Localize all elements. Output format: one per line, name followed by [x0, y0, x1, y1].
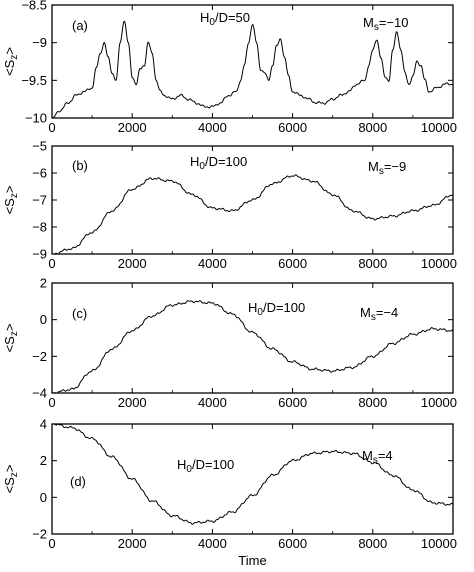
x-tick-label: 2000	[118, 395, 147, 410]
field-ratio-annotation: H0/D=100	[177, 457, 234, 475]
x-axis-label: Time	[238, 553, 266, 568]
y-tick-label: −7	[32, 193, 47, 208]
x-tick-label: 6000	[278, 536, 307, 551]
x-tick-label: 2000	[118, 120, 147, 135]
field-ratio-annotation: H0/D=100	[248, 300, 305, 318]
x-tick-label: 8000	[358, 395, 387, 410]
magnetization-annotation: Ms=−9	[368, 159, 406, 177]
panel-label: (a)	[72, 18, 88, 33]
x-tick-label: 8000	[358, 536, 387, 551]
x-tick-label: 8000	[358, 120, 387, 135]
x-tick-label: 10000	[421, 256, 457, 271]
x-tick-label: 6000	[278, 120, 307, 135]
y-tick-label: −4	[32, 386, 47, 401]
y-tick-label: −6	[32, 166, 47, 181]
y-axis-label: <Sz>	[2, 465, 20, 494]
x-tick-label: 4000	[198, 395, 227, 410]
x-tick-label: 2000	[118, 256, 147, 271]
y-axis-label: <Sz>	[2, 47, 20, 76]
x-tick-label: 4000	[198, 120, 227, 135]
x-tick-label: 6000	[278, 395, 307, 410]
data-series-line	[51, 300, 454, 394]
data-series-line	[51, 423, 454, 525]
x-tick-label: 2000	[118, 536, 147, 551]
y-axis-label: <Sz>	[2, 186, 20, 215]
y-tick-label: 2	[40, 276, 47, 291]
x-tick-label: 0	[48, 256, 55, 271]
panel-b: 0 2000 4000 6000 8000 10000 −9 −8 −7 −6 −5 <Sz> (b) H…	[2, 139, 457, 272]
y-tick-label: −9	[32, 35, 47, 50]
x-tick-label: 10000	[421, 536, 457, 551]
x-tick-label: 4000	[198, 256, 227, 271]
y-axis-label: <Sz>	[2, 324, 20, 353]
panel-label: (c)	[72, 306, 87, 321]
y-tick-label: 0	[40, 490, 47, 505]
field-ratio-annotation: H0/D=100	[190, 154, 247, 172]
x-tick-label: 0	[48, 395, 55, 410]
y-tick-label: 4	[40, 417, 47, 432]
plot-frame	[51, 423, 454, 535]
field-ratio-annotation: H0/D=50	[200, 10, 250, 28]
y-tick-label: −2	[32, 527, 47, 542]
x-tick-label: 10000	[421, 120, 457, 135]
panel-label: (b)	[72, 158, 88, 173]
y-tick-label: −9	[32, 247, 47, 262]
y-tick-label: −5	[32, 139, 47, 154]
y-tick-label: 2	[40, 453, 47, 468]
y-tick-label: −9.5	[21, 73, 47, 88]
x-tick-label: 10000	[421, 395, 457, 410]
panel-c: 0 2000 4000 6000 8000 10000 −4 −2 0 2 <Sz> (c) H0/D=…	[2, 276, 457, 411]
panel-d: 0 2000 4000 6000 8000 10000−2024<Sz>(d)H0/D=1…	[2, 417, 457, 569]
y-tick-label: −8	[32, 220, 47, 235]
y-tick-label: −8.5	[21, 0, 47, 13]
panel-a: 0 2000 4000 6000 8000 10000 −10 −9.5 −9 −8.5 <Sz> (…	[2, 0, 457, 135]
x-tick-label: 4000	[198, 536, 227, 551]
magnetization-annotation: Ms=−10	[363, 15, 409, 33]
data-series-line	[51, 174, 454, 255]
y-tick-label: −2	[32, 349, 47, 364]
x-tick-label: 8000	[358, 256, 387, 271]
data-series-line	[51, 20, 454, 119]
panel-label: (d)	[70, 474, 86, 489]
x-tick-label: 0	[48, 536, 55, 551]
y-tick-label: −10	[25, 111, 47, 126]
y-tick-label: 0	[40, 312, 47, 327]
x-tick-label: 0	[48, 120, 55, 135]
magnetization-annotation: Ms=−4	[360, 305, 398, 323]
x-tick-label: 6000	[278, 256, 307, 271]
magnetization-annotation: Ms=4	[362, 448, 393, 466]
